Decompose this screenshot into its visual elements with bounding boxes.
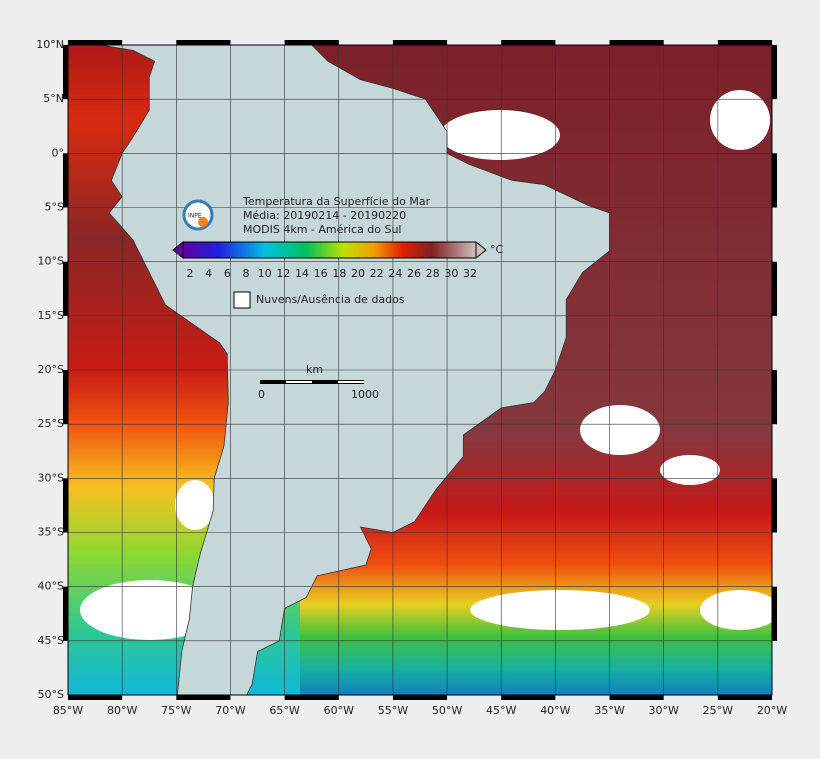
- lon-label: 75°W: [161, 704, 191, 717]
- colorbar-tick-label: 26: [407, 267, 421, 280]
- logo-text: INPE: [188, 213, 202, 220]
- lon-label: 50°W: [432, 704, 462, 717]
- frame-tick: [772, 45, 777, 100]
- logo-dot: [198, 217, 208, 227]
- frame-tick: [176, 695, 231, 700]
- colorbar-tick-label: 8: [243, 267, 250, 280]
- scale-unit: km: [306, 363, 323, 376]
- lon-label: 20°W: [757, 704, 787, 717]
- colorbar-tick-label: 10: [258, 267, 272, 280]
- colorbar-tick-label: 2: [187, 267, 194, 280]
- legend-title: MODIS 4km - América do Sul: [243, 223, 401, 236]
- colorbar-tick-label: 14: [295, 267, 309, 280]
- frame-tick: [772, 261, 777, 316]
- graticule: [68, 45, 772, 695]
- scale-start: 0: [258, 388, 265, 401]
- colorbar: [182, 241, 477, 259]
- frame-tick: [63, 478, 68, 533]
- frame-tick: [63, 153, 68, 208]
- frame-tick: [717, 40, 772, 45]
- frame-tick: [63, 586, 68, 641]
- lat-label: 50°S: [38, 688, 64, 701]
- colorbar-tick-label: 18: [332, 267, 346, 280]
- frame-tick: [772, 586, 777, 641]
- colorbar-tick-label: 22: [370, 267, 384, 280]
- lon-label: 55°W: [378, 704, 408, 717]
- scale-bar-seg: [338, 381, 364, 383]
- colorbar-tick-label: 20: [351, 267, 365, 280]
- lon-label: 45°W: [486, 704, 516, 717]
- legend-title: Temperatura da Superfície do Mar: [242, 195, 431, 208]
- lat-label: 5°N: [43, 92, 64, 105]
- frame-tick: [501, 40, 556, 45]
- colorbar-tick-label: 4: [205, 267, 212, 280]
- lat-label: 0°: [52, 146, 65, 159]
- scale-end: 1000: [351, 388, 379, 401]
- colorbar-tick-label: 12: [276, 267, 290, 280]
- lon-label: 85°W: [53, 704, 83, 717]
- lon-label: 30°W: [649, 704, 679, 717]
- lat-label: 10°N: [36, 38, 64, 51]
- lon-label: 35°W: [594, 704, 624, 717]
- lon-label: 60°W: [324, 704, 354, 717]
- frame-tick: [284, 40, 339, 45]
- frame-tick: [284, 695, 339, 700]
- frame-tick: [772, 478, 777, 533]
- colorbar-tick-label: 24: [388, 267, 402, 280]
- lat-label: 40°S: [38, 580, 64, 593]
- frame-tick: [176, 40, 231, 45]
- colorbar-tick-label: 28: [426, 267, 440, 280]
- map-area: [68, 45, 772, 695]
- frame-tick: [501, 695, 556, 700]
- lat-label: 10°S: [38, 255, 64, 268]
- clouds-label: Nuvens/Ausência de dados: [256, 293, 405, 306]
- frame-tick: [63, 45, 68, 100]
- frame-tick: [392, 40, 448, 45]
- lon-label: 25°W: [703, 704, 733, 717]
- lon-label: 70°W: [215, 704, 245, 717]
- lat-label: 15°S: [38, 309, 64, 322]
- frame-tick: [772, 153, 777, 208]
- frame-tick: [609, 40, 664, 45]
- frame-tick: [63, 261, 68, 316]
- lat-label: 5°S: [45, 201, 64, 214]
- frame-tick: [609, 695, 664, 700]
- frame-tick: [392, 695, 448, 700]
- lon-label: 40°W: [540, 704, 570, 717]
- lat-label: 45°S: [38, 634, 64, 647]
- colorbar-unit: °C: [490, 243, 504, 256]
- frame-tick: [717, 695, 772, 700]
- lon-label: 65°W: [269, 704, 299, 717]
- colorbar-tick-label: 16: [314, 267, 328, 280]
- clouds-swatch: [233, 291, 251, 309]
- scale-bar-seg: [286, 381, 312, 383]
- lat-label: 20°S: [38, 363, 64, 376]
- colorbar-tick-label: 6: [224, 267, 231, 280]
- lat-label: 25°S: [38, 417, 64, 430]
- lat-label: 35°S: [38, 526, 64, 539]
- colorbar-tick-label: 32: [463, 267, 477, 280]
- lon-label: 80°W: [107, 704, 137, 717]
- frame-ticks: [63, 40, 777, 700]
- frame-tick: [63, 370, 68, 425]
- frame-tick: [68, 40, 123, 45]
- frame-tick: [68, 695, 123, 700]
- frame-tick: [772, 370, 777, 425]
- colorbar-tick-label: 30: [444, 267, 458, 280]
- colorbar-high: [475, 240, 487, 260]
- legend-title: Média: 20190214 - 20190220: [243, 209, 406, 222]
- lat-label: 30°S: [38, 471, 64, 484]
